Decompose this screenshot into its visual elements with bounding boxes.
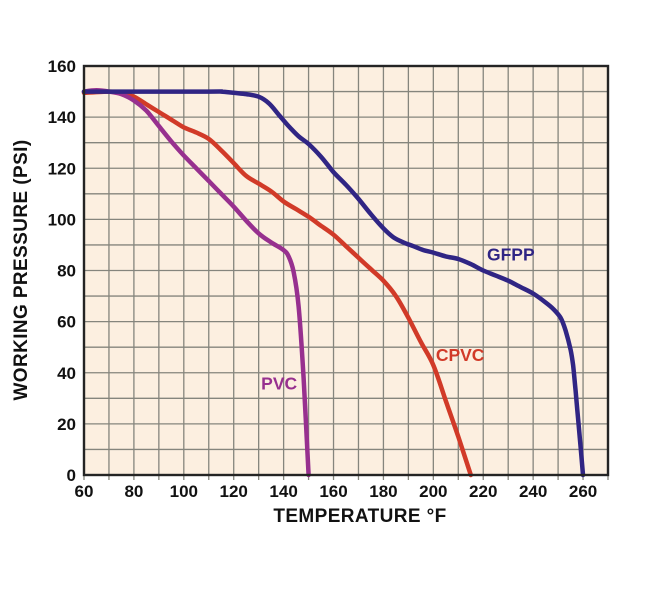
series-label-gfpp: GFPP: [487, 244, 535, 264]
curve-gfpp: [81, 89, 586, 478]
y-tick-label: 140: [48, 108, 76, 127]
series-label-cpvc: CPVC: [436, 345, 485, 365]
x-tick-label: 260: [569, 482, 597, 501]
x-tick-label: 160: [319, 482, 347, 501]
plot-border: [82, 64, 610, 477]
x-tick-label: 60: [75, 482, 94, 501]
x-tick-label: 180: [369, 482, 397, 501]
curve-pvc: [81, 88, 311, 478]
y-tick-label: 100: [48, 210, 76, 229]
x-tick-label: 140: [269, 482, 297, 501]
x-tick-label: 200: [419, 482, 447, 501]
x-axis-title: TEMPERATURE °F: [273, 506, 447, 527]
y-tick-label: 0: [67, 466, 76, 485]
series-label-pvc: PVC: [261, 373, 297, 393]
y-tick-label: 40: [57, 364, 76, 383]
x-tick-label: 240: [519, 482, 547, 501]
x-tick-label: 80: [124, 482, 143, 501]
y-tick-label: 80: [57, 262, 76, 281]
x-tick-label: 120: [220, 482, 248, 501]
y-tick-label: 160: [48, 57, 76, 76]
y-axis-title: WORKING PRESSURE (PSI): [11, 139, 32, 401]
y-tick-label: 20: [57, 415, 76, 434]
y-tick-label: 120: [48, 159, 76, 178]
x-tick-label: 220: [469, 482, 497, 501]
x-tick-label: 100: [170, 482, 198, 501]
y-tick-label: 60: [57, 313, 76, 332]
curve-cpvc: [81, 89, 474, 478]
